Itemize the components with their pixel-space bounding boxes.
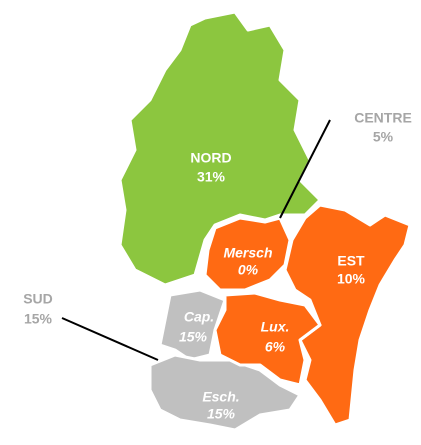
region-name: Lux. bbox=[261, 319, 290, 335]
region-value: 15% bbox=[24, 311, 53, 327]
leader-line bbox=[279, 119, 331, 219]
region-mersch bbox=[203, 216, 292, 292]
region-value: 15% bbox=[179, 329, 208, 345]
leader-line bbox=[61, 317, 159, 361]
region-cap bbox=[158, 288, 227, 362]
region-value: 31% bbox=[197, 169, 226, 185]
region-name: Mersch bbox=[223, 245, 272, 261]
region-lux bbox=[213, 291, 322, 387]
region-name: Cap. bbox=[184, 309, 214, 325]
region-name: Esch. bbox=[202, 389, 239, 405]
region-value: 5% bbox=[373, 129, 394, 145]
region-name: SUD bbox=[23, 291, 53, 307]
region-value: 0% bbox=[238, 262, 259, 278]
region-value: 6% bbox=[265, 339, 286, 355]
region-name: NORD bbox=[190, 150, 231, 166]
region-est bbox=[283, 203, 412, 427]
region-nord bbox=[118, 10, 322, 287]
region-name: EST bbox=[337, 253, 365, 269]
region-value: 10% bbox=[337, 271, 366, 287]
region-name: CENTRE bbox=[354, 110, 412, 126]
region-esch bbox=[148, 353, 302, 432]
region-value: 15% bbox=[207, 406, 236, 422]
